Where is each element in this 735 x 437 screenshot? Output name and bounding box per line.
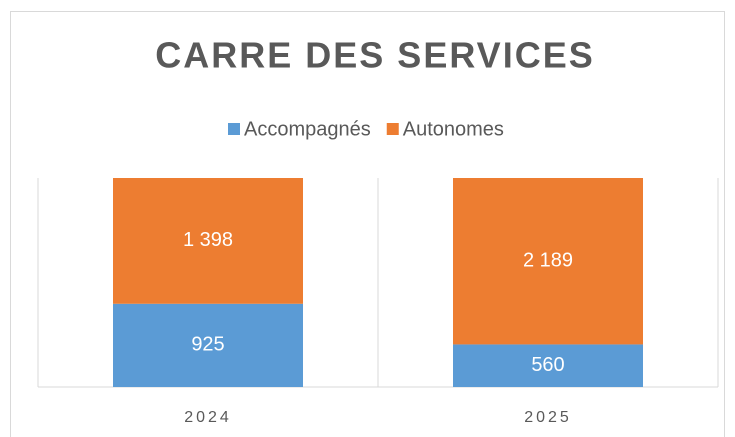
legend-label: Autonomes	[403, 118, 504, 140]
bar-segment	[113, 303, 303, 387]
x-tick-label: 2024	[184, 409, 232, 426]
legend-swatch	[228, 123, 240, 135]
data-label: 1 398	[183, 229, 233, 251]
legend-label: Accompagnés	[244, 118, 371, 140]
chart-title: CARRE DES SERVICES	[155, 35, 594, 76]
bar-segment	[113, 178, 303, 304]
data-label: 560	[531, 354, 564, 376]
legend-swatch	[386, 123, 399, 135]
bar-segment	[453, 344, 643, 387]
bar-segment	[453, 178, 643, 345]
x-tick-label: 2025	[524, 409, 572, 426]
data-label: 2 189	[523, 249, 573, 271]
data-label: 925	[191, 334, 224, 356]
